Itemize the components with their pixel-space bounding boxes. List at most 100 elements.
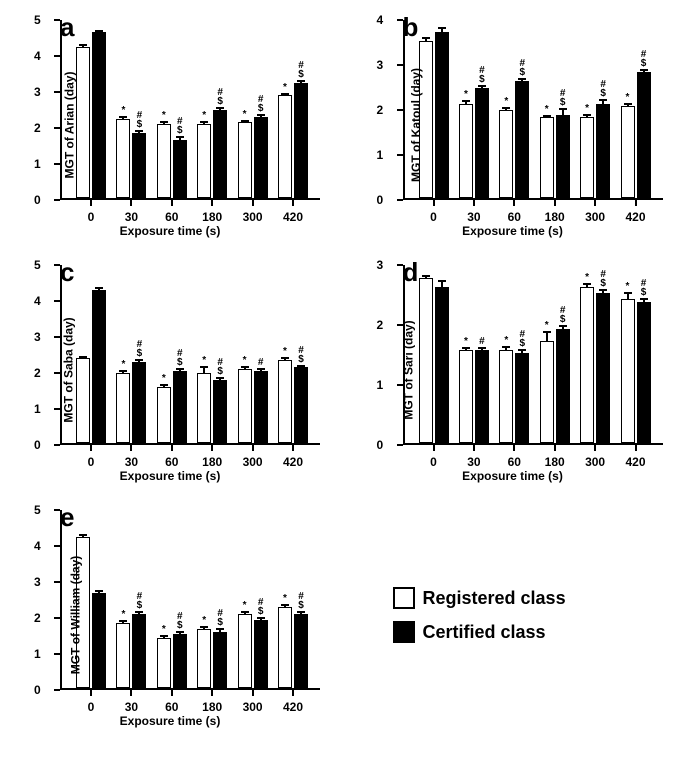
y-tick	[54, 653, 60, 655]
y-tick	[54, 336, 60, 338]
panel-label: b	[403, 12, 419, 43]
error-cap	[119, 620, 127, 622]
x-tick	[130, 200, 132, 206]
significance-symbol: # $	[137, 592, 143, 610]
error-cap	[241, 120, 249, 122]
x-tick-label: 60	[508, 210, 521, 224]
bar-registered	[116, 373, 130, 443]
panel-label: e	[60, 502, 74, 533]
x-tick	[513, 445, 515, 451]
chart-d: 0123030*#60*# $180*# $300*# $420*# $dMGT…	[353, 255, 673, 485]
x-tick-label: 30	[125, 455, 138, 469]
x-tick-label: 0	[430, 210, 437, 224]
y-tick-label: 3	[34, 330, 41, 344]
x-tick	[292, 200, 294, 206]
significance-symbol: *	[464, 337, 468, 346]
y-axis-label: MGT of Sari (day)	[401, 320, 415, 419]
y-tick	[54, 617, 60, 619]
error-cap	[599, 99, 607, 101]
significance-symbol: *	[243, 356, 247, 365]
significance-symbol: # $	[258, 598, 264, 616]
y-tick-label: 1	[377, 148, 384, 162]
x-tick	[635, 200, 637, 206]
error-cap	[462, 100, 470, 102]
y-tick	[54, 689, 60, 691]
error-cap	[502, 107, 510, 109]
plot-area: 012345030*# $60*# $180*# $300*#420*# $	[60, 265, 320, 445]
error-cap	[79, 356, 87, 358]
x-tick	[594, 200, 596, 206]
bar-certified	[213, 110, 227, 198]
significance-symbol: # $	[217, 609, 223, 627]
y-tick-label: 1	[34, 647, 41, 661]
bar-registered	[238, 614, 252, 688]
x-tick	[292, 690, 294, 696]
error-cap	[559, 325, 567, 327]
bar-certified	[435, 32, 449, 199]
error-cap	[176, 368, 184, 370]
x-tick	[130, 690, 132, 696]
plot-area: 01234030*# $60*# $180*# $300*# $420*# $	[403, 20, 663, 200]
bar-registered	[76, 47, 90, 198]
x-tick	[554, 445, 556, 451]
bar-registered	[459, 104, 473, 199]
bar-certified	[596, 293, 610, 443]
x-tick	[90, 445, 92, 451]
error-cap	[95, 287, 103, 289]
plot-area: 0123030*#60*# $180*# $300*# $420*# $	[403, 265, 663, 445]
error-cap	[438, 27, 446, 29]
error-cap	[583, 114, 591, 116]
error-cap	[518, 349, 526, 351]
error-cap	[624, 103, 632, 105]
x-tick	[594, 445, 596, 451]
x-tick-label: 420	[283, 700, 303, 714]
bar-registered	[499, 110, 513, 198]
y-tick	[54, 127, 60, 129]
error-cap	[281, 604, 289, 606]
y-axis-label: MGT of Arian (day)	[62, 72, 76, 179]
y-tick-label: 5	[34, 503, 41, 517]
y-tick-label: 5	[34, 13, 41, 27]
significance-symbol: *	[121, 360, 125, 369]
x-axis-label: Exposure time (s)	[120, 224, 221, 238]
significance-symbol: #	[479, 337, 485, 346]
legend: Registered class Certified class	[353, 500, 676, 730]
error-cap	[119, 116, 127, 118]
bar-registered	[157, 387, 171, 443]
x-tick	[211, 445, 213, 451]
bar-certified	[475, 350, 489, 443]
bar-registered	[459, 350, 473, 443]
plot-area: 012345030*# $60*# $180*# $300*# $420*# $	[60, 20, 320, 200]
significance-symbol: # $	[600, 80, 606, 98]
y-tick-label: 3	[34, 575, 41, 589]
significance-symbol: # $	[600, 270, 606, 288]
bar-certified	[254, 620, 268, 688]
significance-symbol: *	[121, 610, 125, 619]
error-cap	[502, 346, 510, 348]
x-tick	[211, 200, 213, 206]
chart-b: 01234030*# $60*# $180*# $300*# $420*# $b…	[353, 10, 673, 240]
legend-certified: Certified class	[393, 621, 546, 643]
x-tick-label: 180	[202, 700, 222, 714]
bar-registered	[278, 607, 292, 688]
error-cap	[95, 30, 103, 32]
error-cap	[176, 631, 184, 633]
significance-symbol: # $	[258, 95, 264, 113]
error-cap	[257, 368, 265, 370]
error-cap	[297, 611, 305, 613]
error-cap	[200, 366, 208, 368]
significance-symbol: *	[626, 282, 630, 291]
x-tick-label: 180	[545, 210, 565, 224]
significance-symbol: *	[626, 93, 630, 102]
significance-symbol: # $	[177, 612, 183, 630]
bar-certified	[556, 329, 570, 443]
y-tick-label: 4	[34, 294, 41, 308]
error-cap	[95, 590, 103, 592]
x-tick-label: 0	[430, 455, 437, 469]
significance-symbol: *	[121, 106, 125, 115]
y-tick-label: 2	[34, 611, 41, 625]
error-cap	[135, 130, 143, 132]
bar-certified	[92, 593, 106, 688]
y-tick	[54, 55, 60, 57]
significance-symbol: # $	[137, 111, 143, 129]
